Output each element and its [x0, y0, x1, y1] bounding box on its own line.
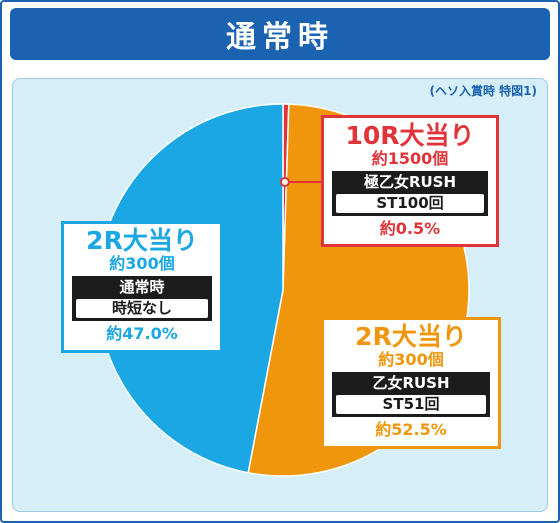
label-2r-rush-mode: 乙女RUSH: [372, 374, 450, 392]
label-2r-rush-title: 2R大当り: [355, 322, 467, 351]
label-2r-rush-amount: 約300個: [378, 350, 444, 369]
label-2r-normal-title: 2R大当り: [86, 226, 198, 255]
label-2r-normal-pct: 約47.0%: [106, 324, 178, 343]
label-box-2r-normal: 2R大当り 約300個 通常時 時短なし 約47.0%: [61, 221, 223, 353]
label-2r-normal-mode-block: 通常時 時短なし: [72, 276, 212, 321]
label-2r-rush-mode-block: 乙女RUSH ST51回: [332, 372, 490, 417]
header-title: 通常時: [226, 20, 334, 55]
label-2r-normal-st: 時短なし: [76, 299, 208, 318]
label-10r-title: 10R大当り: [345, 121, 475, 150]
label-10r-mode-block: 極乙女RUSH ST100回: [332, 171, 488, 216]
label-2r-rush-pct: 約52.5%: [375, 420, 447, 439]
label-2r-normal-mode: 通常時: [119, 278, 165, 296]
label-10r-amount: 約1500個: [371, 149, 449, 168]
leader-dot-10r: [279, 177, 290, 187]
label-10r-pct: 約0.5%: [379, 219, 441, 238]
label-10r-mode: 極乙女RUSH: [363, 173, 457, 191]
chart-panel: (ヘソ入賞時 特図1) 10R大当り 約1500個 極乙女RUSH ST100回…: [12, 78, 548, 512]
label-box-2r-rush: 2R大当り 約300個 乙女RUSH ST51回 約52.5%: [321, 317, 501, 449]
label-2r-rush-st: ST51回: [336, 395, 486, 414]
subnote: (ヘソ入賞時 特図1): [429, 84, 538, 98]
label-box-10r: 10R大当り 約1500個 極乙女RUSH ST100回 約0.5%: [321, 115, 499, 247]
header-bar: 通常時: [10, 8, 550, 60]
label-2r-normal-amount: 約300個: [109, 254, 175, 273]
label-10r-st: ST100回: [336, 194, 484, 213]
